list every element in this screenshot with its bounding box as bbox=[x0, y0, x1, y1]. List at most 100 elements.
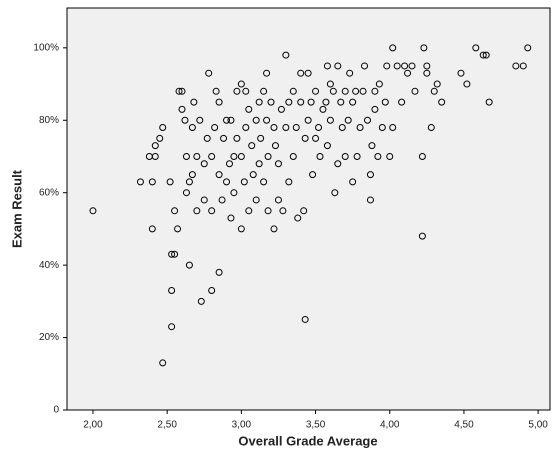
point bbox=[260, 87, 268, 95]
x-tick-label: 5,00 bbox=[528, 420, 548, 431]
point bbox=[240, 178, 248, 186]
point bbox=[89, 207, 97, 215]
point bbox=[329, 87, 337, 95]
point bbox=[386, 152, 394, 160]
point bbox=[270, 124, 278, 132]
point bbox=[472, 44, 480, 52]
point bbox=[301, 315, 309, 323]
point bbox=[297, 98, 305, 106]
point bbox=[264, 207, 272, 215]
point bbox=[301, 134, 309, 142]
point bbox=[326, 116, 334, 124]
point bbox=[171, 250, 179, 258]
point bbox=[233, 134, 241, 142]
point bbox=[188, 124, 196, 132]
point bbox=[404, 69, 412, 77]
point bbox=[215, 98, 223, 106]
point bbox=[263, 116, 271, 124]
point bbox=[225, 160, 233, 168]
point bbox=[349, 98, 357, 106]
point bbox=[289, 152, 297, 160]
point bbox=[267, 98, 275, 106]
point bbox=[289, 87, 297, 95]
point bbox=[338, 124, 346, 132]
point bbox=[366, 171, 374, 179]
point bbox=[430, 87, 438, 95]
point bbox=[323, 62, 331, 70]
point bbox=[420, 44, 428, 52]
x-tick-label: 4,50 bbox=[454, 420, 474, 431]
point bbox=[408, 62, 416, 70]
point bbox=[381, 98, 389, 106]
point bbox=[168, 286, 176, 294]
point bbox=[136, 178, 144, 186]
point bbox=[307, 98, 315, 106]
point bbox=[433, 80, 441, 88]
point bbox=[227, 214, 235, 222]
point bbox=[398, 98, 406, 106]
point bbox=[200, 160, 208, 168]
point bbox=[205, 69, 213, 77]
point bbox=[151, 152, 159, 160]
point bbox=[203, 134, 211, 142]
point bbox=[285, 98, 293, 106]
point bbox=[159, 124, 167, 132]
point bbox=[411, 87, 419, 95]
point bbox=[375, 80, 383, 88]
point bbox=[326, 80, 334, 88]
point bbox=[482, 51, 490, 59]
point bbox=[519, 62, 527, 70]
point bbox=[174, 225, 182, 233]
point bbox=[297, 69, 305, 77]
point bbox=[292, 124, 300, 132]
y-tick-label: 0 bbox=[53, 405, 59, 416]
point bbox=[334, 62, 342, 70]
point bbox=[166, 178, 174, 186]
point bbox=[237, 225, 245, 233]
point bbox=[245, 207, 253, 215]
point bbox=[285, 178, 293, 186]
plot-area bbox=[66, 7, 551, 411]
point bbox=[168, 323, 176, 331]
point bbox=[368, 142, 376, 150]
point bbox=[277, 105, 285, 113]
point bbox=[282, 51, 290, 59]
point bbox=[260, 178, 268, 186]
y-tick-label: 100% bbox=[33, 42, 59, 53]
point bbox=[148, 178, 156, 186]
point bbox=[418, 232, 426, 240]
point bbox=[352, 87, 360, 95]
point bbox=[479, 51, 487, 59]
point bbox=[220, 134, 228, 142]
point bbox=[212, 87, 220, 95]
point bbox=[223, 116, 231, 124]
point bbox=[197, 297, 205, 305]
point bbox=[463, 80, 471, 88]
point bbox=[255, 98, 263, 106]
x-tick-label: 3,00 bbox=[232, 420, 252, 431]
point bbox=[188, 171, 196, 179]
point bbox=[485, 98, 493, 106]
y-tick-label: 60% bbox=[39, 187, 59, 198]
point bbox=[185, 261, 193, 269]
x-axis-title: Overall Grade Average bbox=[238, 433, 377, 448]
point bbox=[423, 62, 431, 70]
point bbox=[334, 160, 342, 168]
point bbox=[337, 98, 345, 106]
point bbox=[227, 116, 235, 124]
point bbox=[323, 142, 331, 150]
point bbox=[215, 268, 223, 276]
point bbox=[374, 152, 382, 160]
point bbox=[401, 62, 409, 70]
y-tick-label: 20% bbox=[39, 332, 59, 343]
point bbox=[270, 225, 278, 233]
point bbox=[245, 105, 253, 113]
point bbox=[349, 178, 357, 186]
point bbox=[242, 124, 250, 132]
point bbox=[178, 87, 186, 95]
x-tick-label: 2,00 bbox=[83, 420, 103, 431]
point bbox=[148, 225, 156, 233]
point bbox=[208, 152, 216, 160]
point bbox=[524, 44, 532, 52]
point bbox=[200, 196, 208, 204]
